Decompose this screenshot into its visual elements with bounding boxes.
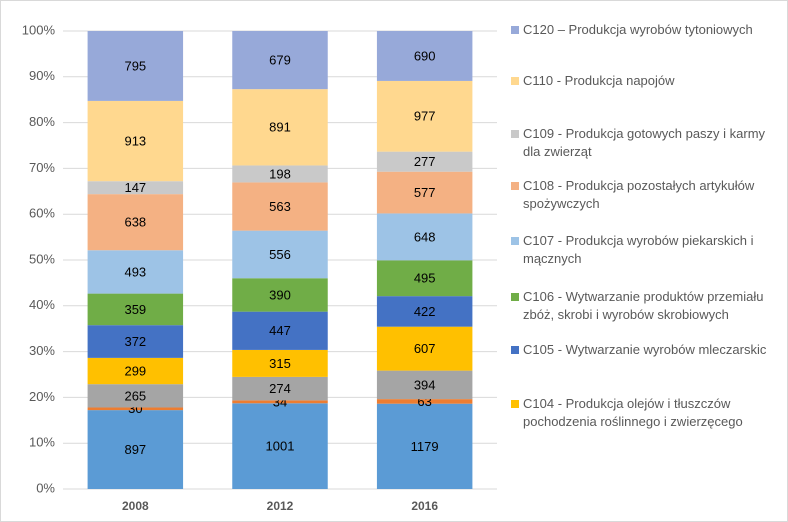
bar-segment bbox=[87, 325, 184, 358]
y-tick-label: 30% bbox=[29, 343, 55, 358]
legend-label: C107 - Produkcja wyrobów piekarskich i m… bbox=[523, 233, 754, 266]
bar-segment bbox=[87, 31, 184, 101]
bar-segment bbox=[376, 399, 473, 404]
data-label: 422 bbox=[414, 304, 436, 319]
legend-swatch bbox=[511, 182, 519, 190]
data-label: 977 bbox=[414, 109, 436, 124]
y-tick-label: 70% bbox=[29, 160, 55, 175]
bar-segment bbox=[232, 31, 328, 90]
bar-segment bbox=[232, 89, 328, 166]
bar-segment bbox=[232, 349, 328, 377]
y-tick-label: 100% bbox=[22, 22, 56, 37]
legend-label: C108 - Produkcja pozostałych artykułów s… bbox=[523, 178, 755, 211]
legend-label: C110 - Produkcja napojów bbox=[523, 73, 675, 88]
data-label: 638 bbox=[124, 215, 146, 230]
bar-segment bbox=[232, 165, 328, 183]
bar-segment bbox=[87, 407, 184, 411]
x-tick-label: 2012 bbox=[267, 499, 294, 513]
y-tick-label: 40% bbox=[29, 297, 55, 312]
data-label: 495 bbox=[414, 271, 436, 286]
bar-segment bbox=[87, 293, 184, 326]
legend-swatch bbox=[511, 77, 519, 85]
data-label: 299 bbox=[124, 363, 146, 378]
bar-segment bbox=[376, 403, 473, 489]
bar-segment bbox=[376, 326, 473, 371]
data-label: 891 bbox=[269, 120, 291, 135]
data-label: 577 bbox=[414, 185, 436, 200]
data-label: 563 bbox=[269, 199, 291, 214]
data-label: 897 bbox=[124, 442, 146, 457]
bar-segment bbox=[376, 296, 473, 327]
data-label: 198 bbox=[269, 166, 291, 181]
data-label: 359 bbox=[124, 302, 146, 317]
data-label: 447 bbox=[269, 323, 291, 338]
bar-segment bbox=[87, 100, 184, 182]
data-label: 372 bbox=[124, 334, 146, 349]
y-tick-label: 0% bbox=[36, 480, 55, 495]
data-label: 648 bbox=[414, 229, 436, 244]
data-label: 913 bbox=[124, 133, 146, 148]
y-tick-label: 10% bbox=[29, 435, 55, 450]
bar-segment bbox=[376, 31, 473, 81]
data-label: 795 bbox=[124, 58, 146, 73]
data-label: 315 bbox=[269, 356, 291, 371]
bar-segment bbox=[232, 182, 328, 231]
legend-swatch bbox=[511, 400, 519, 408]
bar-segment bbox=[87, 384, 184, 408]
bar-segment bbox=[376, 171, 473, 214]
data-label: 390 bbox=[269, 287, 291, 302]
data-label: 265 bbox=[124, 388, 146, 403]
bar-segment bbox=[376, 370, 473, 400]
bar-segment bbox=[376, 260, 473, 297]
data-label: 394 bbox=[414, 377, 436, 392]
legend-swatch bbox=[511, 26, 519, 34]
bar-segment bbox=[232, 311, 328, 350]
data-label: 679 bbox=[269, 53, 291, 68]
bar-segment bbox=[232, 376, 328, 401]
data-label: 493 bbox=[124, 264, 146, 279]
bar-segment bbox=[376, 213, 473, 261]
y-tick-label: 20% bbox=[29, 389, 55, 404]
bar-segment bbox=[232, 400, 328, 404]
bar-segment bbox=[87, 194, 184, 251]
y-tick-label: 60% bbox=[29, 206, 55, 221]
legend-swatch bbox=[511, 346, 519, 354]
data-label: 690 bbox=[414, 48, 436, 63]
y-tick-label: 80% bbox=[29, 114, 55, 129]
bar-segment bbox=[232, 403, 328, 489]
bar-segment bbox=[232, 278, 328, 312]
bar-segment bbox=[87, 250, 184, 294]
data-label: 607 bbox=[414, 341, 436, 356]
bar-segment bbox=[87, 181, 184, 195]
data-label: 277 bbox=[414, 154, 436, 169]
bar-segment bbox=[87, 357, 184, 385]
y-tick-label: 50% bbox=[29, 251, 55, 266]
data-label: 1001 bbox=[266, 439, 295, 454]
bar-segment bbox=[376, 151, 473, 172]
data-label: 1179 bbox=[411, 439, 439, 454]
legend-label: C120 – Produkcja wyrobów tytoniowych bbox=[523, 22, 753, 37]
legend-swatch bbox=[511, 237, 519, 245]
bar-segment bbox=[87, 410, 184, 489]
y-tick-label: 90% bbox=[29, 68, 55, 83]
legend-label: C105 - Wytwarzanie wyrobów mleczarskic bbox=[523, 342, 767, 357]
bar-segment bbox=[232, 230, 328, 279]
legend-swatch bbox=[511, 293, 519, 301]
bar-segment bbox=[376, 80, 473, 152]
legend-label: C106 - Wytwarzanie produktów przemiału z… bbox=[523, 289, 764, 322]
data-label: 556 bbox=[269, 247, 291, 262]
data-label: 274 bbox=[269, 381, 291, 396]
x-tick-label: 2016 bbox=[411, 499, 438, 513]
legend-swatch bbox=[511, 130, 519, 138]
legend-label: C104 - Produkcja olejów i tłuszczów poch… bbox=[523, 396, 743, 429]
legend-label: C109 - Produkcja gotowych paszy i karmy … bbox=[523, 126, 766, 159]
x-tick-label: 2008 bbox=[122, 499, 149, 513]
data-label: 147 bbox=[124, 180, 146, 195]
